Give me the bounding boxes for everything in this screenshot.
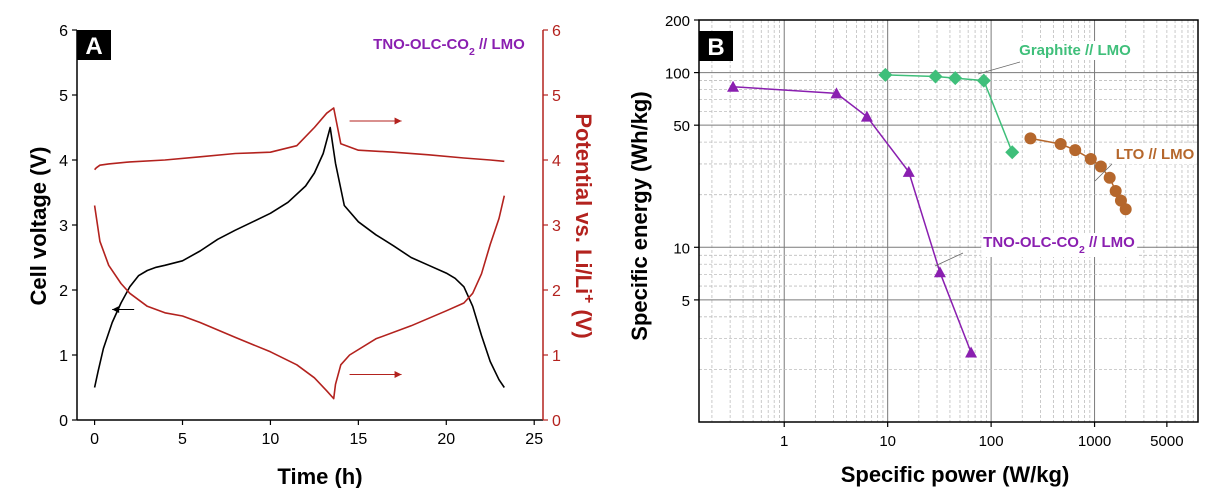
panel-a-right-y-tick-label: 2 (552, 283, 561, 300)
panel-b-series-1-point (976, 73, 991, 88)
panel-b-series-label-bg (981, 233, 1138, 257)
panel-a-y-axis-label: Cell voltage (V) (26, 147, 51, 306)
panel-b-axes (698, 19, 1199, 423)
panel-a-y-tick-label: 0 (59, 413, 68, 430)
panel-b: 1 10 100 1000 5000 5 10 50 100 200 B Specific pow… (627, 13, 1199, 487)
panel-a-y-tick-label: 3 (59, 218, 68, 235)
panel-a-right-y-tick-label: 4 (552, 153, 561, 170)
panel-a-x-tick-label: 0 (90, 431, 99, 448)
panel-a-letter: A (85, 33, 102, 60)
panel-a-x-tick-label: 5 (178, 431, 187, 448)
panel-b-frame (698, 19, 1199, 423)
panel-b-x-tick-label: 100 (979, 433, 1004, 450)
panel-b-series-0-point (965, 346, 978, 358)
panel-a-right-y-tick-label: 6 (552, 23, 561, 40)
panel-b-plot-area (727, 67, 1132, 358)
panel-a-y-tick-label: 2 (59, 283, 68, 300)
panel-b-series-0-point (830, 87, 843, 99)
panel-b-series-1-point (948, 71, 963, 86)
panel-a-x-tick-label: 25 (525, 431, 543, 448)
panel-b-x-tick-label: 1 (780, 433, 788, 450)
panel-b-y-axis-label: Specific energy (Wh/kg) (627, 91, 652, 340)
panel-b-series-labels: TNO-OLC-CO2 // LMO Graphite // LMO LTO // … (934, 41, 1197, 267)
panel-b-series-label: LTO // LMO (1116, 146, 1195, 163)
panel-b-series-label: Graphite // LMO (1019, 42, 1131, 59)
panel-b-badge (699, 31, 733, 61)
panel-b-x-axis-label: Specific power (W/kg) (841, 462, 1070, 487)
panel-b-series-2-point (1094, 160, 1107, 173)
panel-b-series-1-point (928, 69, 943, 84)
panel-a-title: TNO-OLC-CO2 // LMO (373, 36, 525, 58)
panel-a-right-y-tick-label: 3 (552, 218, 561, 235)
panel-a-y-tick-label: 5 (59, 88, 68, 105)
panel-b-series-label: TNO-OLC-CO2 // LMO (983, 234, 1135, 256)
panel-a-series-1-line (94, 107, 505, 171)
panel-a-x-tick-label: 10 (262, 431, 280, 448)
panel-a-series-2-line (93, 195, 506, 400)
panel-b-series-0-line (732, 85, 972, 353)
panel-b-series-1-point (878, 67, 893, 82)
panel-b-series-0-point (860, 110, 873, 122)
panel-a-y-tick-label: 6 (59, 23, 68, 40)
panel-a-x-tick-label: 20 (437, 431, 455, 448)
panel-b-series-1-point (1005, 145, 1020, 160)
panel-b-series-label-bg (1113, 145, 1197, 164)
panel-a-arrow-head (394, 371, 402, 378)
panel-a-x-tick-label: 15 (349, 431, 367, 448)
panel-a-x-axis-label: Time (h) (277, 464, 362, 488)
panel-b-y-tick-label: 200 (665, 13, 690, 30)
panel-b-label-leader (977, 61, 1021, 75)
panel-b-y-tick-label: 5 (682, 293, 690, 310)
panel-b-ticks: 1 10 100 1000 5000 5 10 50 100 200 (665, 13, 1184, 450)
panel-b-x-tick-label: 10 (879, 433, 896, 450)
panel-a-y-tick-label: 4 (59, 153, 68, 170)
panel-a: 0 5 10 15 20 25 0 1 2 3 4 5 6 0 1 2 3 4 5 6 A TNO-OLC-CO2 /… (26, 23, 598, 489)
panel-a-right-y-tick-label: 5 (552, 88, 561, 105)
panel-b-series-label-bg (1017, 41, 1134, 60)
panel-b-series-2-point (1084, 153, 1097, 166)
panel-b-series-2-point (1024, 132, 1037, 145)
panel-a-right-y-axis-label: Potential vs. Li/Li+ (V) (571, 113, 598, 338)
panel-b-series-0-point (902, 165, 915, 177)
panel-a-arrow-head (112, 306, 120, 313)
panel-b-series-2-point (1119, 203, 1132, 216)
panel-b-y-tick-label: 100 (665, 66, 690, 83)
panel-b-label-leader (1094, 163, 1113, 182)
panel-a-right-y-tick-label: 0 (552, 413, 561, 430)
panel-b-series-0-point (727, 80, 740, 92)
panel-b-letter: B (707, 34, 724, 61)
panel-b-series-2-point (1069, 144, 1082, 157)
panel-b-x-tick-label: 5000 (1150, 433, 1183, 450)
panel-b-y-tick-label: 10 (673, 240, 690, 257)
panel-b-series-2-point (1054, 138, 1067, 151)
panel-b-label-leader (934, 252, 964, 267)
panel-b-series-2-point (1103, 171, 1116, 184)
panel-b-grid (699, 19, 1198, 423)
panel-a-badge (77, 30, 111, 60)
panel-b-y-tick-label: 50 (673, 118, 690, 135)
panel-a-ticks: 0 5 10 15 20 25 0 1 2 3 4 5 6 0 1 2 3 4 5 6 (59, 23, 561, 448)
panel-b-series-0-point (933, 266, 946, 278)
panel-a-arrow-head (394, 117, 402, 125)
panel-a-right-y-tick-label: 1 (552, 348, 561, 365)
panel-a-y-tick-label: 1 (59, 348, 68, 365)
panel-a-axes (76, 30, 544, 421)
panel-b-series-2-point (1109, 185, 1122, 198)
panel-a-plot-area (93, 107, 506, 400)
panel-b-x-tick-label: 1000 (1078, 433, 1111, 450)
panel-a-series-0-line (93, 126, 505, 388)
panel-b-series-1-line (885, 74, 1013, 153)
